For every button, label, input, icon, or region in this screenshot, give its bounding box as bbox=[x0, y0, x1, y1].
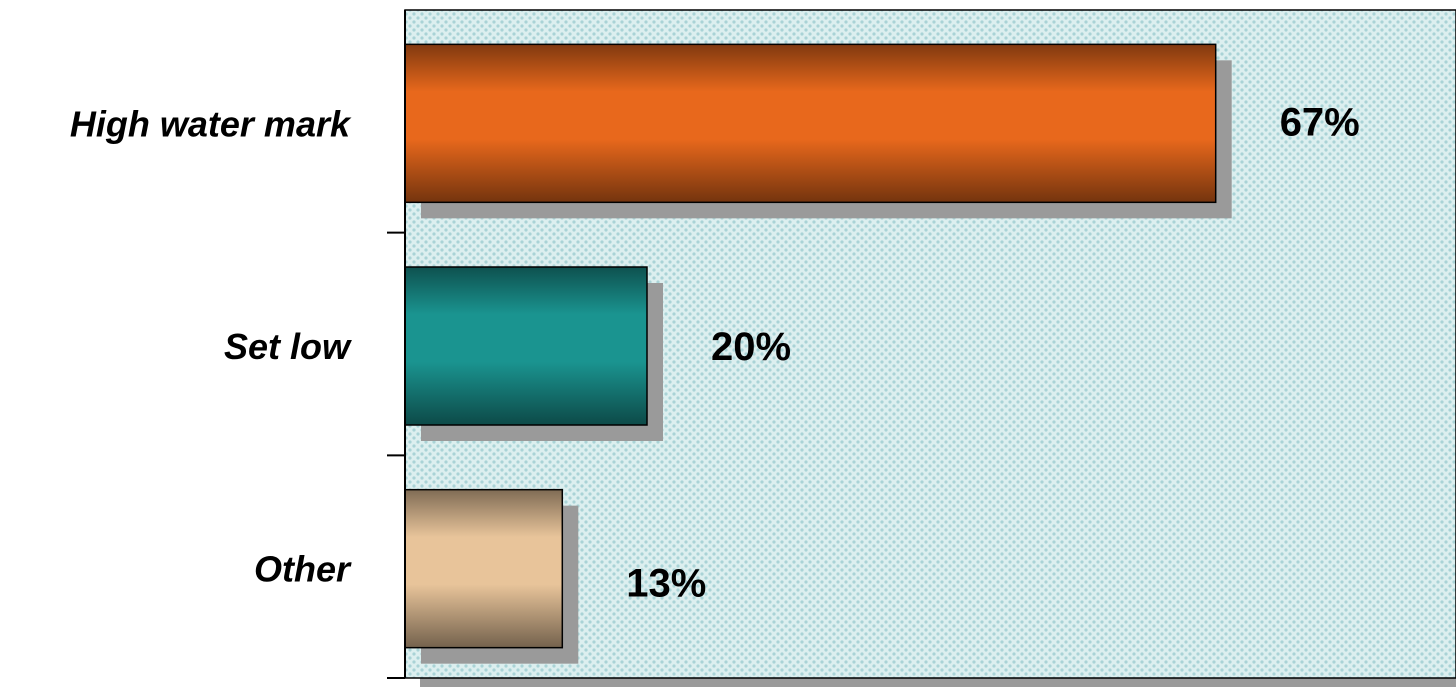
bar-set-low bbox=[404, 266, 648, 426]
category-label: Other bbox=[254, 549, 352, 590]
bar-other bbox=[404, 488, 564, 649]
value-label: 20% bbox=[711, 325, 791, 369]
y-axis-ticks bbox=[387, 231, 405, 679]
value-labels-group: 67% 20% 13% bbox=[626, 100, 1359, 605]
category-label: High water mark bbox=[70, 103, 352, 144]
value-label: 13% bbox=[626, 562, 706, 606]
category-label: Set low bbox=[224, 326, 352, 367]
bar-high-water-mark bbox=[404, 43, 1217, 204]
value-label: 67% bbox=[1280, 100, 1360, 144]
bars-group bbox=[404, 43, 1232, 664]
category-labels-group: High water mark Set low Other bbox=[70, 103, 352, 589]
